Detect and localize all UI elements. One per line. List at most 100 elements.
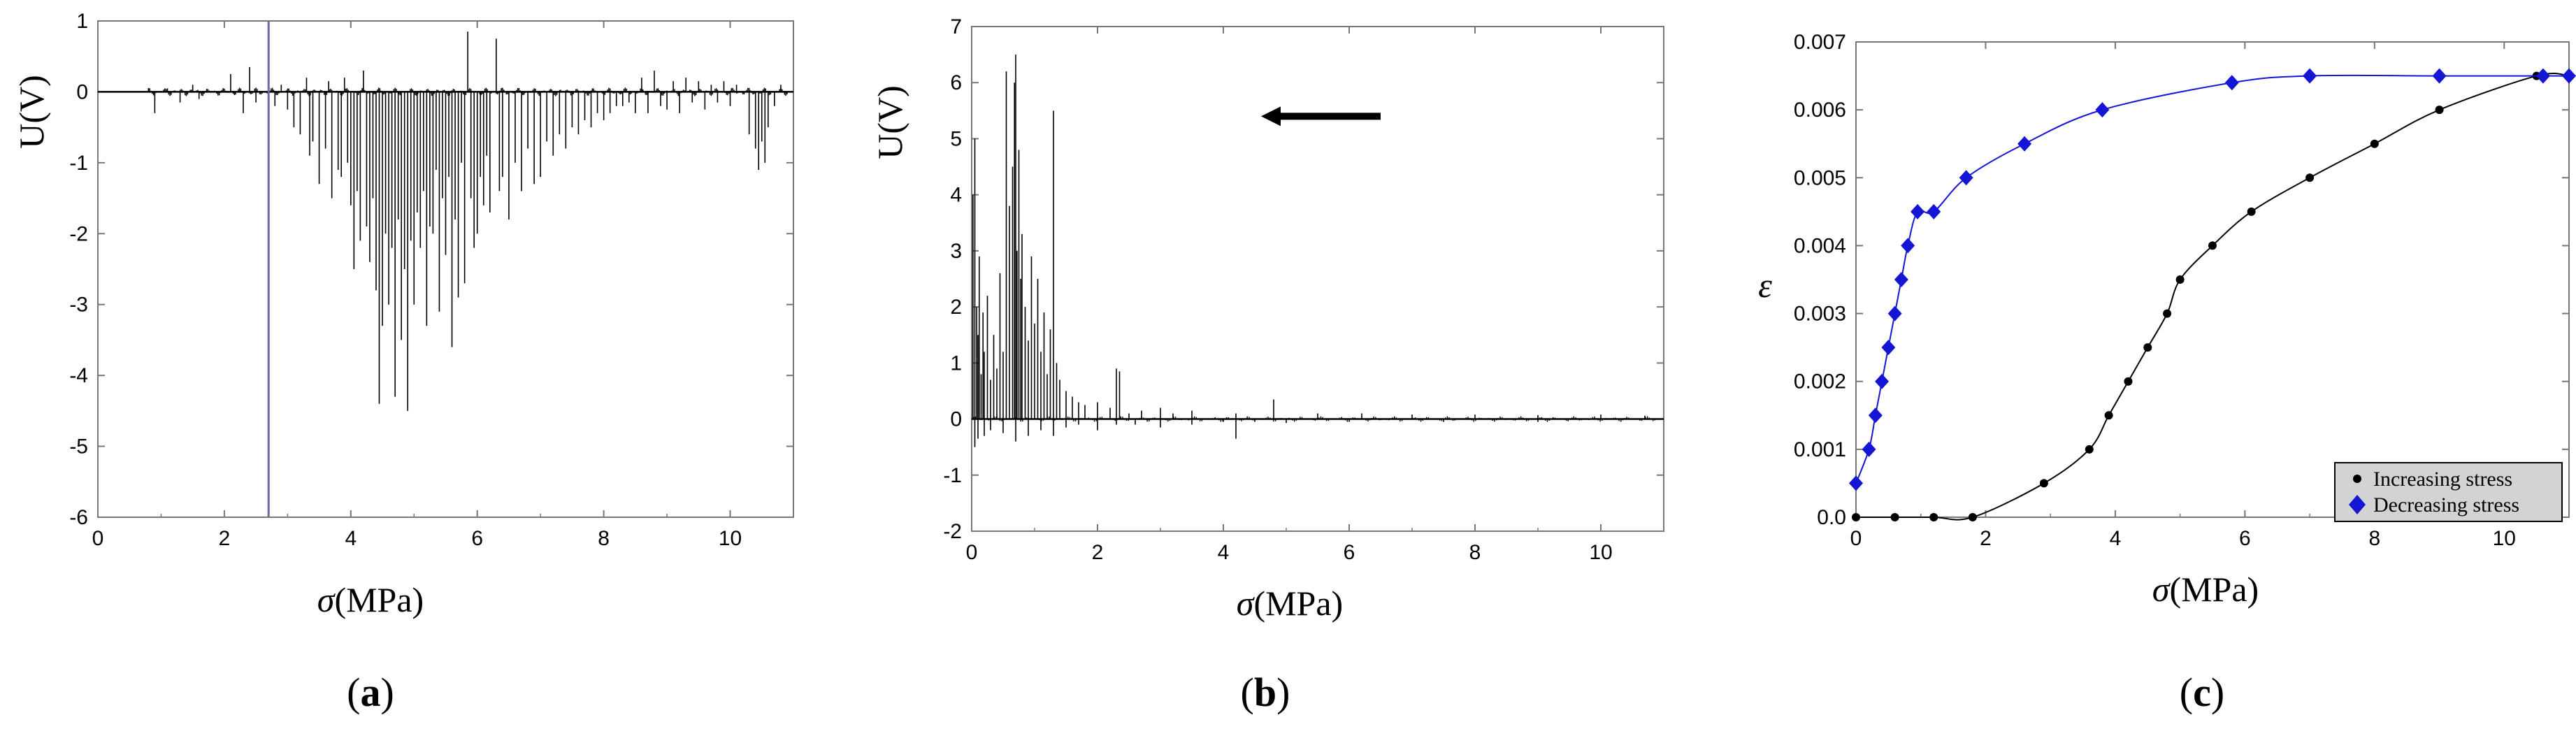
- panel-a-ytick-label: -4: [69, 364, 88, 387]
- chart-panel-a: 0 2 4 6 8 10 -6 -5 -4 -3 -2 -1 0 1: [69, 10, 794, 550]
- panel-c-ytick-label: 0.004: [1794, 234, 1846, 257]
- panel-c-point-decreasing: [1881, 340, 1896, 356]
- panel-c-ytick-label: 0.001: [1794, 438, 1846, 461]
- panel-c-point-increasing: [2104, 411, 2113, 420]
- panel-b-xtick-label: 10: [1589, 541, 1612, 564]
- panel-b-ytick-label: 4: [950, 184, 962, 207]
- panel-a-xtick-label: 2: [219, 527, 231, 550]
- panel-c-ytick-label: 0.007: [1794, 31, 1846, 54]
- panel-c-caption: (c): [2180, 670, 2224, 715]
- panel-b-arrow-head: [1261, 106, 1281, 127]
- panel-c-point-increasing: [2143, 343, 2152, 352]
- panel-c-series-line-1: [1855, 73, 2570, 521]
- panel-a-plot-frame: [97, 20, 794, 518]
- panel-b-ytick-label: 3: [950, 240, 962, 263]
- legend-decreasing-marker: [2349, 495, 2366, 514]
- panel-c-point-increasing: [2175, 275, 2185, 284]
- panel-b-xtick-label: 6: [1344, 541, 1355, 564]
- panel-b-plot-frame: [971, 26, 1664, 532]
- chart-panel-c: 0 2 4 6 8 10 0.0 0.001 0.002 0.003 0.004 0.005 0.006…: [1794, 31, 2576, 550]
- panel-a-xtick-label: 6: [471, 527, 483, 550]
- panel-b-caption-letter: b: [1254, 670, 1276, 715]
- panel-b-ytick-label: 1: [950, 352, 962, 375]
- panel-c-point-increasing: [2085, 445, 2094, 454]
- panel-a-ytick-label: -2: [69, 222, 88, 245]
- panel-c-xtick-label: 6: [2239, 527, 2251, 550]
- panel-c-point-decreasing: [1875, 373, 1890, 389]
- panel-c-point-decreasing: [1927, 203, 1941, 219]
- panel-c-point-decreasing: [1887, 305, 1902, 322]
- panel-b-xlabel: σ(MPa): [1237, 584, 1343, 623]
- panel-c-point-decreasing: [1849, 475, 1863, 491]
- panel-c-point-decreasing: [2303, 68, 2317, 84]
- panel-c-ytick-label: 0.002: [1794, 370, 1846, 394]
- panel-c-point-decreasing: [2562, 68, 2576, 84]
- panel-b-ytick-label: 6: [950, 71, 962, 94]
- chart-panel-b: 0 2 4 6 8 10 -2 -1 0 1 2 3 4 5 6 7: [943, 15, 1664, 564]
- panel-c-xlabel-unit: (MPa): [2169, 570, 2259, 609]
- panel-c-point-decreasing: [2432, 68, 2447, 84]
- panel-b-xtick-label: 8: [1469, 541, 1481, 564]
- panel-c-xtick-label: 10: [2493, 527, 2516, 550]
- panel-c-point-increasing: [2208, 241, 2217, 250]
- panel-a-caption-letter: a: [361, 670, 381, 715]
- panel-b-ytick-label: -1: [943, 464, 962, 487]
- panel-a-ytick-label: -1: [69, 152, 88, 175]
- panel-a-ytick-label: -5: [69, 435, 88, 459]
- panel-c-point-increasing: [2163, 309, 2172, 318]
- panel-b-ytick-label: 0: [950, 408, 962, 431]
- panel-a-xtick-label: 10: [719, 527, 742, 550]
- panel-c-point-increasing: [2039, 479, 2048, 488]
- legend-box: [2334, 462, 2563, 522]
- legend-decreasing-label: Decreasing stress: [2373, 493, 2519, 517]
- panel-c-point-increasing: [2370, 139, 2379, 148]
- panel-c-point-decreasing: [1911, 203, 1925, 219]
- panel-c-point-increasing: [2435, 106, 2444, 115]
- panel-c-plot-frame: [1855, 41, 2570, 518]
- panel-c-caption-letter: c: [2193, 670, 2211, 715]
- panel-b-ylabel: U(V): [870, 85, 909, 159]
- panel-c-point-increasing: [2305, 173, 2315, 182]
- panel-c-xlabel: σ(MPa): [2152, 570, 2259, 609]
- panel-b-xtick-label: 2: [1092, 541, 1104, 564]
- panel-a-caption: (a): [347, 670, 394, 715]
- panel-a-xtick-label: 4: [345, 527, 357, 550]
- panel-b-ytick-label: -2: [943, 520, 962, 543]
- panel-b-ytick-label: 7: [950, 15, 962, 38]
- panel-c-point-decreasing: [1862, 441, 1876, 457]
- panel-c-point-increasing: [1968, 513, 1977, 521]
- panel-c-point-decreasing: [1868, 407, 1883, 424]
- panel-a-ytick-label: 0: [76, 80, 88, 103]
- panel-c-xtick-label: 2: [1980, 527, 1992, 550]
- panel-c-point-increasing: [1890, 513, 1899, 521]
- panel-c-point-decreasing: [1901, 238, 1915, 254]
- panel-a-xtick-label: 0: [92, 527, 104, 550]
- panel-c-point-decreasing: [2224, 75, 2239, 91]
- panel-c-xlabel-symbol: σ: [2152, 570, 2171, 609]
- panel-a-ytick-label: -6: [69, 506, 88, 529]
- panel-c-ytick-label: 0.003: [1794, 303, 1846, 326]
- panel-b-ytick-label: 5: [950, 127, 962, 150]
- panel-c-xtick-label: 4: [2110, 527, 2122, 550]
- panel-a-xtick-label: 8: [598, 527, 610, 550]
- panel-a-ylabel: U(V): [12, 75, 51, 149]
- panel-a-xlabel: σ(MPa): [317, 580, 424, 619]
- panel-b-ytick-label: 2: [950, 296, 962, 319]
- panel-a-xlabel-symbol: σ: [317, 580, 336, 619]
- panel-c-ytick-label: 0.0: [1817, 506, 1846, 529]
- panel-c-ytick-label: 0.005: [1794, 166, 1846, 189]
- panel-c-point-decreasing: [1959, 170, 1973, 186]
- panel-b-caption: (b): [1241, 670, 1290, 715]
- legend-increasing-label: Increasing stress: [2373, 468, 2512, 491]
- panel-c-xtick-label: 0: [1850, 527, 1862, 550]
- panel-a-ytick-label: 1: [76, 10, 88, 33]
- panel-c-point-decreasing: [2535, 68, 2550, 84]
- panel-c-xtick-label: 8: [2368, 527, 2380, 550]
- panel-b-xtick-label: 0: [966, 541, 978, 564]
- panel-c-ytick-label: 0.006: [1794, 99, 1846, 122]
- legend-increasing-marker: [2353, 475, 2361, 483]
- panel-c-ylabel: ε: [1758, 266, 1772, 305]
- panel-c-point-increasing: [2247, 207, 2256, 216]
- panel-a-ytick-label: -3: [69, 294, 88, 317]
